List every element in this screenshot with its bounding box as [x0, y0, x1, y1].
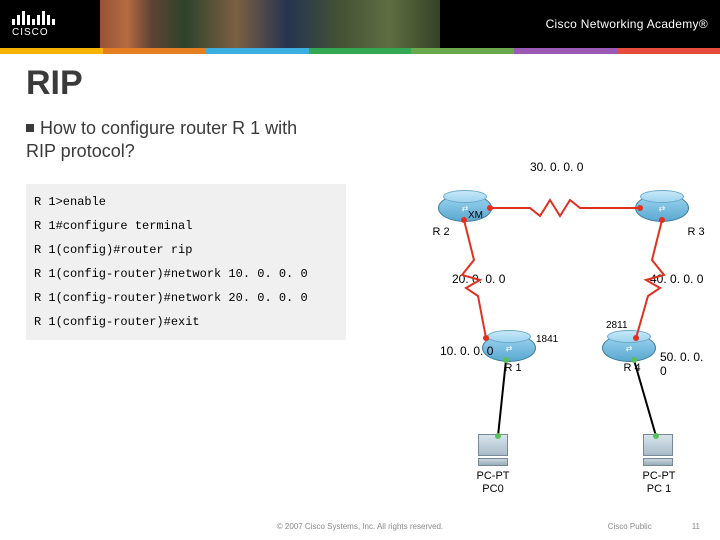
r4-model: 2811: [606, 320, 628, 332]
bullet-icon: [26, 124, 34, 132]
link-r2-r1: [458, 220, 518, 345]
cisco-wordmark: CISCO: [12, 27, 55, 38]
footer-page: 11: [692, 522, 700, 531]
cisco-bars-icon: [12, 11, 55, 25]
link-r3-r4: [628, 220, 688, 345]
slide-subtitle: How to configure router R 1 with RIP pro…: [26, 117, 326, 164]
terminal-line: R 1#configure terminal: [34, 214, 338, 238]
terminal-line: R 1>enable: [34, 190, 338, 214]
net-50: 50. 0. 0. 0: [660, 350, 710, 378]
terminal-line: R 1(config-router)#network 20. 0. 0. 0: [34, 286, 338, 310]
link-r1-pc0: [496, 360, 516, 441]
link-r4-pc1: [632, 360, 662, 441]
subtitle-text: How to configure router R 1 with RIP pro…: [26, 118, 297, 161]
network-diagram: ⇄ ⇄ ⇄ ⇄ 30. 0. 0. 0 20. 0. 0. 0 40. 0. 0…: [380, 154, 710, 474]
net-30: 30. 0. 0. 0: [530, 160, 583, 174]
slide-title: RIP: [26, 64, 694, 103]
r1-model: 1841: [536, 334, 558, 346]
pc1-label: PC-PTPC 1: [634, 470, 684, 496]
slide-content: RIP How to configure router R 1 with RIP…: [0, 54, 720, 350]
terminal-line: R 1(config)#router rip: [34, 238, 338, 262]
terminal-line: R 1(config-router)#exit: [34, 310, 338, 334]
academy-label: Cisco Networking Academy®: [546, 17, 708, 31]
terminal-line: R 1(config-router)#network 10. 0. 0. 0: [34, 262, 338, 286]
slide-header: CISCO Cisco Networking Academy®: [0, 0, 720, 48]
net-10: 10. 0. 0. 0: [440, 344, 493, 358]
pc0-label: PC-PTPC0: [468, 470, 518, 496]
footer-copyright: © 2007 Cisco Systems, Inc. All rights re…: [247, 522, 474, 531]
header-photo-strip: [100, 0, 440, 48]
footer-classification: Cisco Public: [608, 522, 652, 531]
cisco-logo: CISCO: [0, 11, 55, 38]
terminal-block: R 1>enableR 1#configure terminalR 1(conf…: [26, 184, 346, 340]
slide-footer: © 2007 Cisco Systems, Inc. All rights re…: [0, 518, 720, 534]
